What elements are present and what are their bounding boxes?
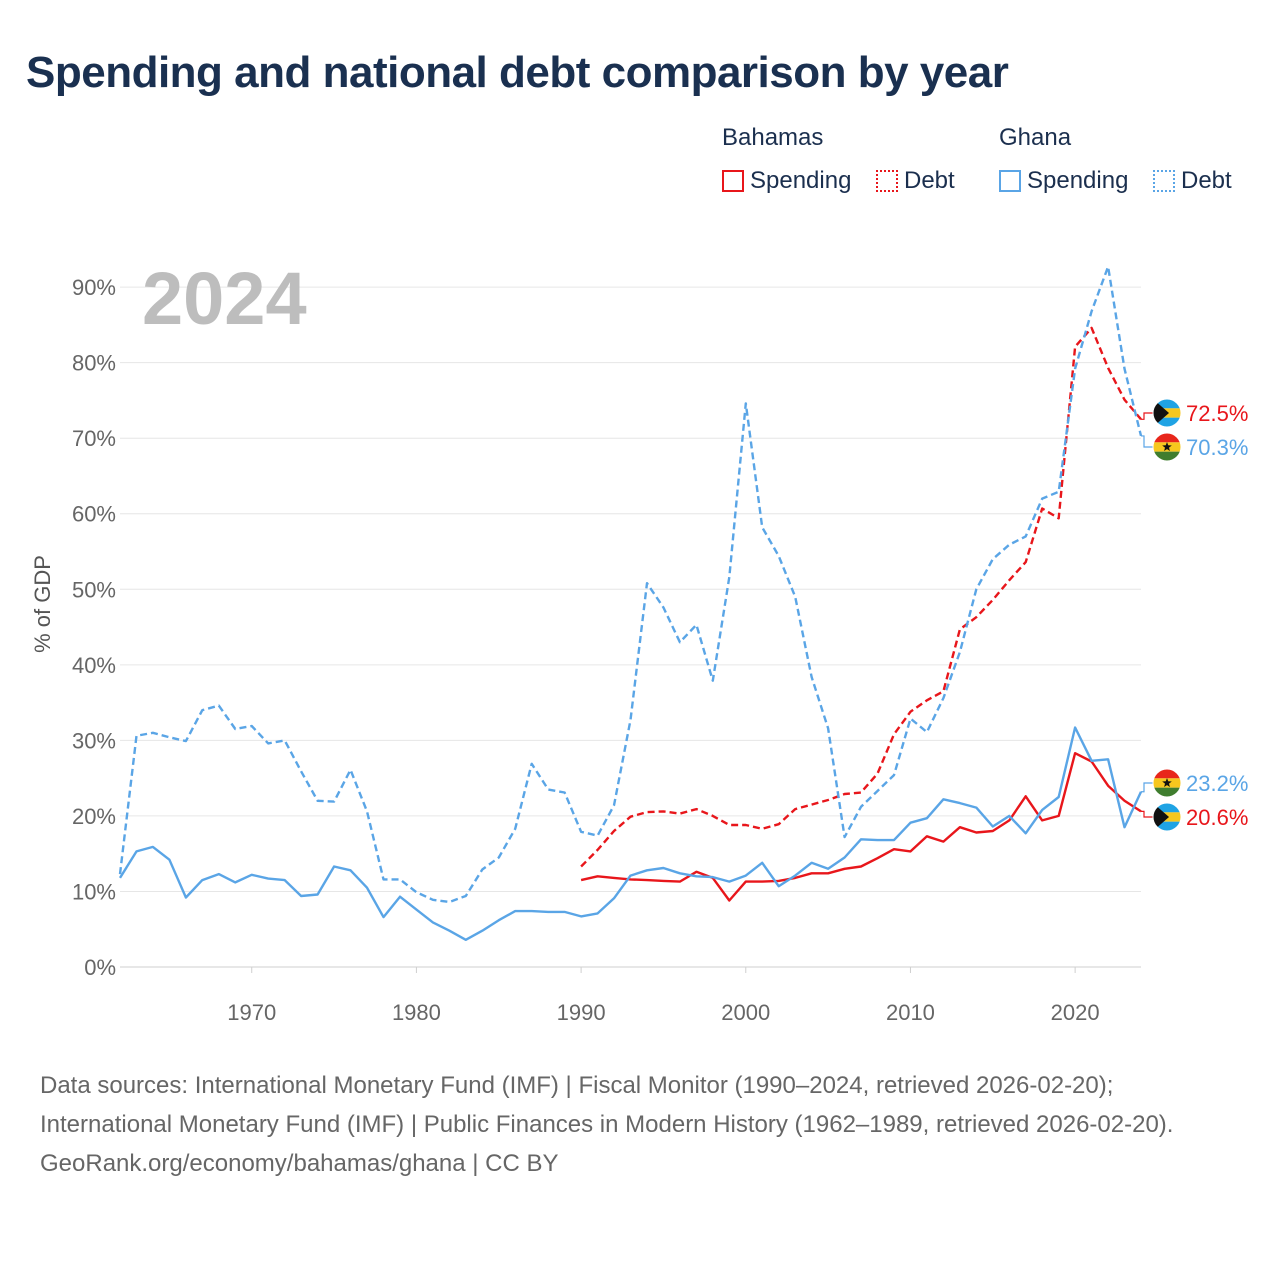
y-tick-label: 40% xyxy=(72,653,116,678)
x-tick-label: 2020 xyxy=(1051,1000,1100,1025)
bahamas-flag-icon xyxy=(1152,398,1182,428)
legend-label: Spending xyxy=(1027,167,1129,194)
x-tick-label: 1990 xyxy=(557,1000,606,1025)
y-axis-label: % of GDP xyxy=(30,555,55,653)
end-value-label: 70.3% xyxy=(1186,435,1248,460)
ghana-flag-icon xyxy=(1152,768,1182,798)
bahamas-flag-icon xyxy=(1152,802,1182,832)
series-line-bahamas-debt xyxy=(580,326,1142,868)
ghana-flag-icon xyxy=(1152,432,1182,462)
y-tick-label: 0% xyxy=(84,955,116,980)
y-tick-label: 10% xyxy=(72,879,116,904)
legend-bahamas-debt[interactable]: Debt xyxy=(876,164,955,198)
footer: Data sources: International Monetary Fun… xyxy=(40,1066,1240,1183)
end-connector xyxy=(1141,412,1153,420)
legend-swatch-solid-red xyxy=(722,170,744,192)
legend-group-bahamas: Bahamas xyxy=(722,124,824,151)
y-tick-label: 30% xyxy=(72,728,116,753)
end-connector xyxy=(1141,435,1153,448)
legend-label: Debt xyxy=(904,167,955,194)
legend-bahamas-spending[interactable]: Spending xyxy=(722,164,851,198)
end-value-label: 23.2% xyxy=(1186,771,1248,796)
x-tick-label: 2010 xyxy=(886,1000,935,1025)
legend-group-ghana: Ghana xyxy=(999,124,1072,151)
legend-swatch-dotted-red xyxy=(876,170,898,192)
legend-swatch-solid-blue xyxy=(999,170,1021,192)
legend-ghana-debt[interactable]: Debt xyxy=(1153,164,1232,198)
line-chart: 0% 10% 20% 30% 40% 50% 60% 70% 80% 90% 1970 1980 199… xyxy=(30,257,1248,1025)
y-tick-label: 90% xyxy=(72,275,116,300)
end-value-label: 72.5% xyxy=(1186,401,1248,426)
series-line-ghana-spending xyxy=(118,726,1143,941)
data-sources: Data sources: International Monetary Fun… xyxy=(40,1072,1174,1138)
series-line-bahamas-spending xyxy=(580,752,1142,902)
y-tick-label: 80% xyxy=(72,351,116,376)
legend-label: Spending xyxy=(750,167,852,194)
year-watermark: 2024 xyxy=(142,257,307,340)
credit-link[interactable]: GeoRank.org/economy/bahamas/ghana | CC B… xyxy=(40,1150,559,1177)
y-tick-label: 60% xyxy=(72,502,116,527)
legend-ghana-spending[interactable]: Spending xyxy=(999,164,1128,198)
y-tick-label: 20% xyxy=(72,804,116,829)
chart-title: Spending and national debt comparison by… xyxy=(26,48,1009,97)
x-tick-label: 1980 xyxy=(392,1000,441,1025)
legend-label: Debt xyxy=(1181,167,1232,194)
series-line-ghana-debt xyxy=(118,265,1143,904)
x-tick-label: 1970 xyxy=(227,1000,276,1025)
y-tick-label: 50% xyxy=(72,577,116,602)
end-connector xyxy=(1141,782,1153,793)
legend-swatch-dotted-blue xyxy=(1153,170,1175,192)
x-tick-label: 2000 xyxy=(721,1000,770,1025)
end-connector xyxy=(1141,810,1153,818)
y-tick-label: 70% xyxy=(72,426,116,451)
end-value-label: 20.6% xyxy=(1186,805,1248,830)
